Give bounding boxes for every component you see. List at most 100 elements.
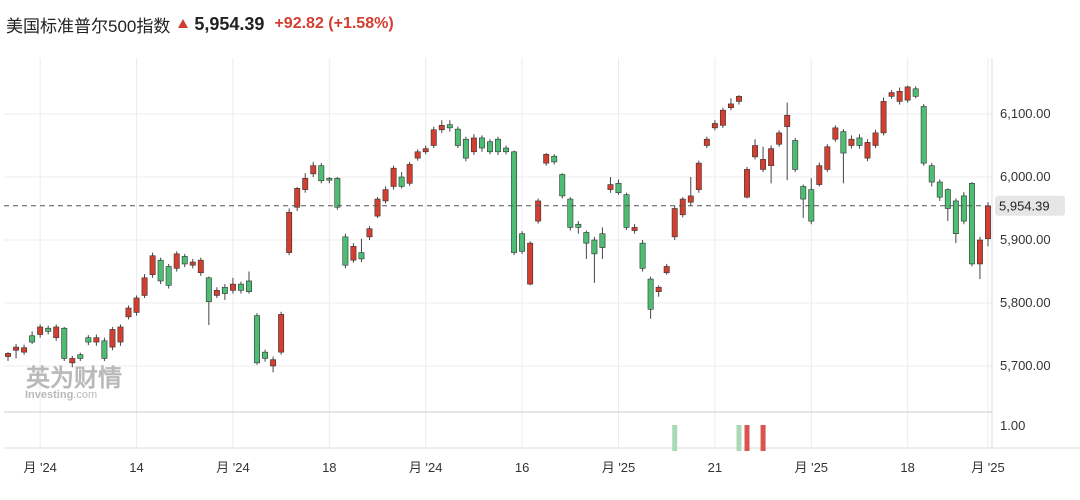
- candle: [246, 271, 252, 294]
- candle-body: [487, 141, 493, 153]
- candle: [920, 103, 927, 166]
- candle: [286, 208, 293, 256]
- candle-body: [125, 307, 132, 318]
- candle: [687, 177, 694, 206]
- candle: [374, 197, 381, 218]
- candle-body: [663, 266, 670, 274]
- candle: [21, 344, 28, 355]
- candle-body: [824, 146, 831, 170]
- candle: [607, 177, 614, 193]
- candle-body: [101, 340, 108, 359]
- candle-body: [53, 326, 60, 338]
- candle: [503, 145, 509, 155]
- candle: [101, 337, 108, 361]
- candle: [358, 238, 365, 263]
- candle-body: [326, 177, 333, 181]
- time-tick-label: 16: [515, 460, 529, 475]
- candle-body: [334, 177, 341, 208]
- volume-bar: [760, 425, 766, 451]
- candle: [117, 324, 124, 346]
- candle-body: [13, 346, 19, 351]
- candle-body: [157, 259, 164, 282]
- chart-grid: [4, 58, 1080, 449]
- candle: [93, 334, 100, 346]
- candle-body: [117, 326, 124, 343]
- candle: [824, 144, 831, 172]
- candle-body: [904, 86, 911, 101]
- candle: [816, 162, 823, 187]
- candle-body: [848, 138, 855, 146]
- candle-body: [189, 261, 196, 266]
- candle-body: [37, 326, 44, 335]
- candle-body: [141, 277, 148, 296]
- candle-body: [896, 91, 903, 102]
- candle-body: [165, 266, 172, 286]
- candle: [511, 150, 518, 256]
- candle: [446, 120, 453, 132]
- candle-body: [800, 186, 807, 200]
- candle: [808, 178, 815, 225]
- candle: [655, 285, 662, 297]
- price-axis: 5,700.00 5,800.00 5,900.00 6,000.00 6,100.00: [1000, 106, 1051, 373]
- candle-body: [438, 125, 445, 131]
- candle: [278, 311, 285, 355]
- candle: [109, 326, 116, 351]
- candle: [254, 313, 260, 365]
- candle-body: [406, 164, 413, 184]
- price-tick-label: 5,700.00: [1000, 358, 1051, 373]
- candle-body: [952, 200, 959, 235]
- candle-body: [286, 211, 293, 253]
- candle-body: [149, 255, 156, 275]
- candle-body: [736, 96, 742, 102]
- index-name: 美国标准普尔500指数: [6, 16, 171, 36]
- candle-body: [197, 259, 204, 274]
- candle: [270, 356, 277, 373]
- candle-body: [679, 198, 686, 216]
- time-tick-label: 月 '24: [409, 460, 443, 475]
- candle-body: [591, 239, 598, 255]
- candle-body: [607, 184, 614, 190]
- candle-body: [776, 132, 783, 145]
- candle: [719, 107, 726, 128]
- candle-body: [454, 128, 461, 146]
- candle: [776, 130, 783, 147]
- watermark-investing: Investing.com: [25, 389, 97, 401]
- candle: [189, 258, 196, 269]
- candle: [366, 226, 373, 240]
- candle-body: [398, 176, 405, 187]
- candle: [430, 126, 437, 149]
- candle: [583, 230, 590, 259]
- candle-body: [631, 227, 638, 231]
- candle-body: [430, 129, 437, 146]
- candle-body: [470, 137, 477, 153]
- time-tick-label: 14: [129, 460, 143, 475]
- candle-body: [446, 124, 453, 129]
- candle-body: [816, 165, 823, 185]
- candle: [543, 153, 550, 166]
- current-price-label: 5,954.39: [999, 199, 1050, 214]
- candle: [77, 352, 84, 361]
- candle: [912, 86, 919, 99]
- candle-body: [784, 114, 791, 127]
- candle: [342, 233, 349, 269]
- current-price-marker: 5,954.39: [4, 195, 1065, 216]
- candle: [952, 198, 959, 244]
- candle-body: [21, 347, 28, 353]
- candle: [302, 173, 309, 193]
- candle: [760, 146, 767, 172]
- candle: [671, 205, 678, 240]
- candle-body: [495, 138, 501, 153]
- candle-body: [109, 329, 116, 348]
- candle-body: [615, 183, 622, 194]
- candle: [197, 257, 204, 276]
- candle: [310, 161, 317, 177]
- candle-body: [647, 278, 654, 310]
- candle: [390, 165, 397, 190]
- candle: [567, 197, 574, 231]
- candle-body: [5, 353, 11, 357]
- candle: [125, 305, 132, 320]
- last-price: 5,954.39: [194, 13, 265, 34]
- candle-body: [832, 127, 839, 140]
- candle: [744, 166, 750, 199]
